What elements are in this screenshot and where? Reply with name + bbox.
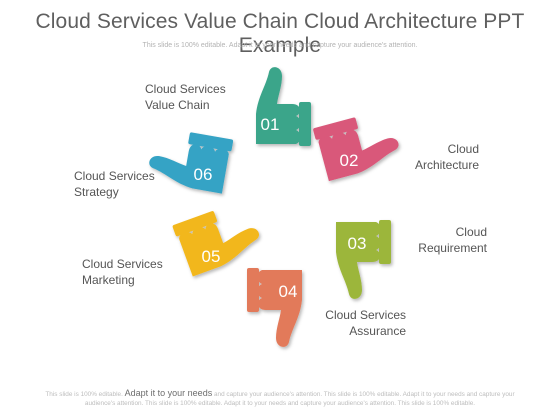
item-number-04: 04 (279, 282, 298, 301)
label-item-06: Cloud Services Strategy (74, 169, 155, 199)
slide-title: Cloud Services Value Chain Cloud Archite… (35, 10, 525, 57)
thumb-item-02 (312, 108, 404, 182)
thumb-item-03 (336, 220, 391, 299)
item-number-05: 05 (202, 247, 221, 266)
footer-note: This slide is 100% editable. Adapt it to… (40, 389, 520, 408)
label-item-03: Cloud Requirement (418, 225, 487, 255)
label-item-02: Cloud Architecture (414, 142, 479, 172)
item-number-01: 01 (261, 115, 280, 134)
label-item-04: Cloud Services Assurance (325, 308, 406, 338)
label-item-01: Cloud Services Value Chain (145, 82, 226, 112)
thumb-item-04 (247, 268, 302, 347)
footer-text-post: and capture your audience's attention. T… (84, 391, 515, 407)
item-number-06: 06 (194, 165, 213, 184)
thumb-item-06 (146, 126, 234, 194)
footer-text-pre: This slide is 100% editable. (45, 391, 123, 398)
slide-subtitle: This slide is 100% editable. Adapt it to… (142, 42, 418, 49)
footer-text-emphasis: Adapt it to your needs (124, 388, 213, 398)
item-number-03: 03 (348, 234, 367, 253)
thumb-item-01 (256, 67, 311, 146)
item-number-02: 02 (340, 151, 359, 170)
label-item-05: Cloud Services Marketing (82, 257, 163, 287)
